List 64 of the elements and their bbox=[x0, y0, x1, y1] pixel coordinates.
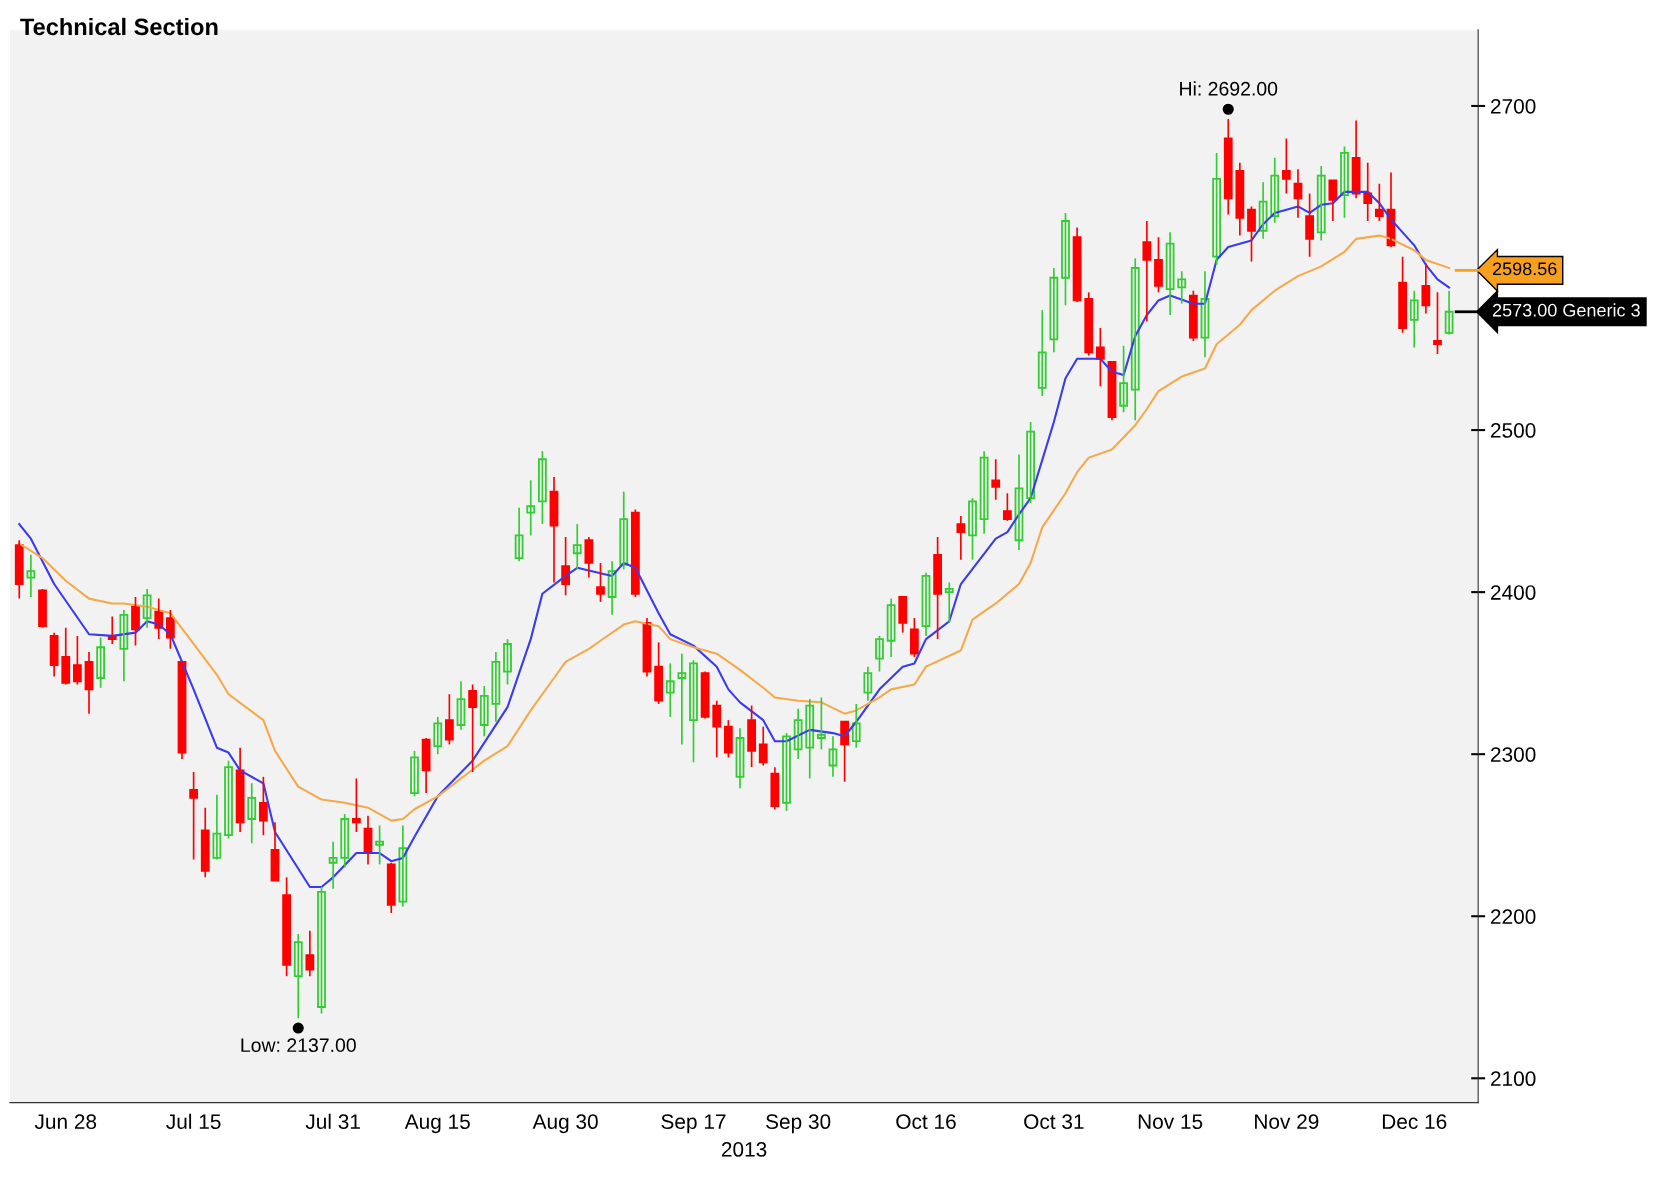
candlestick bbox=[909, 617, 919, 658]
x-tick-label: Jun 28 bbox=[34, 1114, 97, 1130]
x-tick-label: Jul 31 bbox=[305, 1113, 360, 1130]
annotation: Hi: 2692.00 bbox=[1180, 81, 1278, 96]
y-tick-label: 2300 bbox=[1491, 747, 1536, 762]
candlestick bbox=[1433, 291, 1442, 355]
candlestick bbox=[596, 562, 605, 603]
candlestick bbox=[1305, 192, 1315, 258]
candlestick bbox=[375, 824, 385, 866]
candlestick bbox=[317, 886, 326, 1015]
candlestick bbox=[503, 638, 512, 686]
candlestick bbox=[1061, 212, 1070, 307]
candlestick bbox=[654, 641, 664, 705]
candlestick bbox=[723, 719, 733, 759]
chart-title: Technical Section bbox=[20, 17, 218, 36]
candlestick bbox=[72, 635, 82, 686]
candlestick bbox=[875, 635, 884, 673]
line-series bbox=[18, 234, 1451, 822]
x-tick-label: Jul 15 bbox=[166, 1113, 221, 1130]
candlestick bbox=[410, 750, 419, 798]
line-series bbox=[18, 190, 1451, 889]
y-tick-label: 2500 bbox=[1491, 423, 1536, 438]
candlestick bbox=[747, 704, 757, 768]
x-axis-title: 2013 bbox=[721, 1142, 767, 1157]
candlestick bbox=[38, 588, 47, 629]
candlestick bbox=[689, 659, 698, 764]
ref-line-label: 2598.56 bbox=[1492, 262, 1557, 276]
x-tick-label: Oct 16 bbox=[896, 1114, 956, 1130]
candlestick bbox=[258, 776, 268, 837]
x-tick-label: Dec 16 bbox=[1382, 1114, 1447, 1130]
y-tick-label: 2200 bbox=[1491, 909, 1536, 924]
candlestick bbox=[96, 636, 106, 689]
ref-line-label: 2573.00 Generic 3 bbox=[1492, 303, 1640, 317]
candlestick bbox=[224, 759, 233, 840]
candlestick bbox=[782, 732, 791, 812]
candlestick bbox=[1281, 137, 1291, 195]
x-tick-label: Sep 17 bbox=[661, 1114, 726, 1134]
candlestick bbox=[468, 683, 478, 773]
x-tick-label: Sep 30 bbox=[766, 1114, 831, 1134]
candlestick bbox=[816, 696, 826, 751]
candlestick bbox=[1119, 344, 1129, 414]
x-tick-label: Aug 30 bbox=[532, 1114, 598, 1134]
y-tick-label: 2400 bbox=[1491, 585, 1536, 600]
candlestick bbox=[444, 693, 454, 746]
candlestick bbox=[1154, 236, 1163, 294]
x-tick-label: Nov 29 bbox=[1255, 1114, 1319, 1130]
candlestick bbox=[1002, 492, 1012, 522]
candlestick bbox=[537, 450, 547, 525]
x-tick-label: Aug 15 bbox=[404, 1114, 470, 1134]
candlestick bbox=[1398, 255, 1408, 334]
candlestick bbox=[351, 777, 361, 833]
x-tick-label: Nov 15 bbox=[1138, 1114, 1203, 1130]
candlestick bbox=[991, 458, 1001, 501]
y-tick-label: 2700 bbox=[1491, 98, 1536, 114]
candlestick bbox=[282, 876, 292, 978]
candlestick bbox=[968, 497, 977, 561]
x-tick-label: Oct 31 bbox=[1024, 1114, 1084, 1130]
candlestick bbox=[933, 536, 943, 640]
annotation: Low: 2137.00 bbox=[241, 1038, 356, 1053]
candlestick bbox=[1247, 205, 1256, 263]
candlestick bbox=[1212, 152, 1222, 266]
candlestick bbox=[189, 771, 199, 861]
y-tick-label: 2100 bbox=[1491, 1071, 1536, 1087]
candlestick bbox=[526, 479, 536, 537]
